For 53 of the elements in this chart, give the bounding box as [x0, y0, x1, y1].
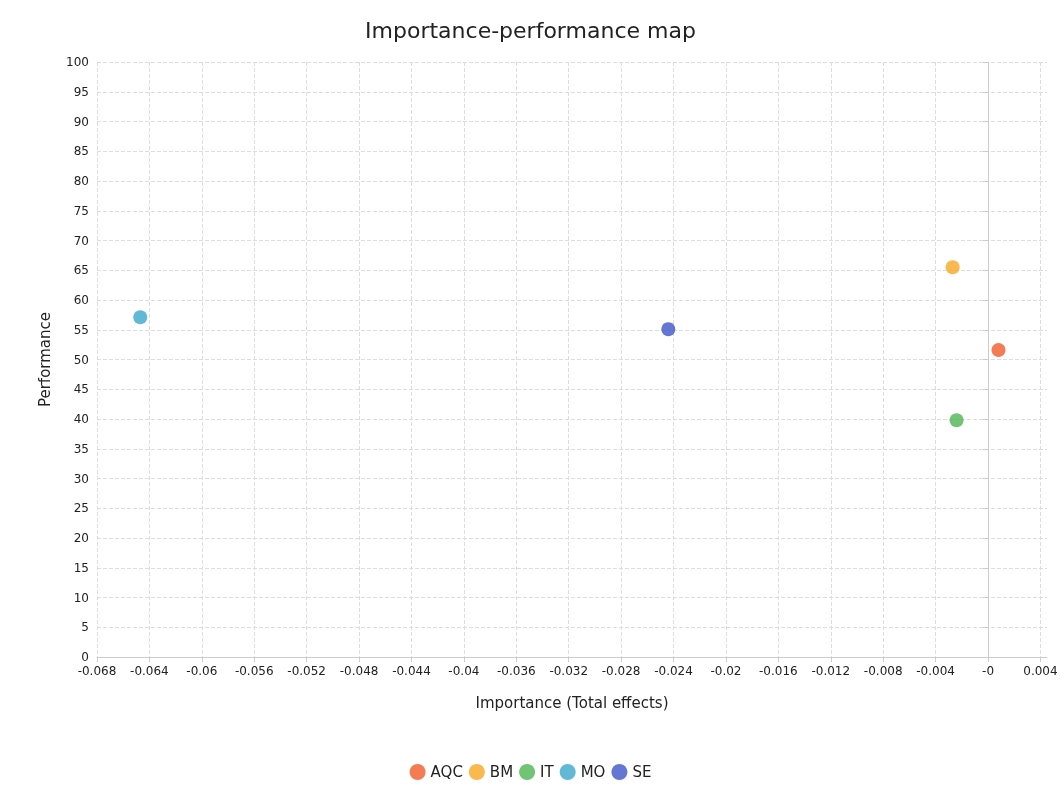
point [133, 310, 148, 325]
legend-label: SE [632, 763, 652, 781]
y-tick-label: 5 [81, 620, 89, 635]
y-tick-label: 50 [73, 352, 89, 367]
chart-title: Importance-performance map [365, 17, 696, 43]
y-tick-label: 70 [73, 233, 89, 248]
y-tick-label: 60 [73, 293, 89, 307]
x-tick-label: -0.032 [549, 664, 589, 678]
point [991, 342, 1006, 357]
y-tick-label: 80 [73, 174, 89, 188]
x-tick-label: -0.044 [392, 664, 431, 678]
y-tick-label: 90 [73, 114, 89, 129]
x-tick-label: -0.064 [130, 664, 169, 678]
x-tick-label: -0.028 [601, 664, 641, 678]
x-tick-label: -0.068 [77, 664, 117, 678]
y-axis-title: Performance [35, 311, 54, 408]
x-tick-label: 0.004 [1023, 664, 1058, 678]
legend-label: BM [489, 763, 514, 781]
y-tick-label: 20 [73, 531, 89, 545]
y-tick-label: 0 [81, 650, 89, 664]
x-tick-label: -0.06 [186, 664, 218, 678]
x-tick-label: -0.036 [496, 664, 536, 678]
y-tick-label: 100 [66, 55, 89, 69]
point [945, 260, 960, 275]
y-tick-label: 25 [73, 501, 89, 516]
y-tick-label: 30 [73, 471, 89, 486]
y-tick-label: 10 [73, 590, 89, 605]
y-tick-label: 65 [73, 263, 89, 278]
y-tick-label: 45 [73, 382, 89, 397]
x-tick-label: -0 [982, 664, 995, 678]
x-tick-label: -0.016 [759, 664, 798, 678]
x-tick-label: -0.02 [710, 664, 742, 678]
x-tick-label: -0.048 [339, 664, 379, 678]
y-tick-label: 15 [73, 560, 89, 575]
x-tick-label: -0.008 [863, 664, 903, 678]
y-tick-label: 75 [73, 203, 89, 218]
x-tick-label: -0.004 [916, 664, 955, 678]
y-tick-label: 35 [73, 441, 89, 456]
legend-label: MO [580, 763, 606, 781]
x-tick-label: -0.012 [811, 664, 851, 678]
legend-label: AQC [430, 763, 463, 781]
legend-label: IT [540, 763, 555, 781]
x-tick-label: -0.024 [654, 664, 693, 678]
x-axis-title: Importance (Total effects) [475, 693, 669, 712]
y-tick-label: 40 [73, 412, 89, 426]
point [661, 322, 676, 337]
y-tick-label: 85 [73, 144, 89, 159]
x-tick-label: -0.056 [234, 664, 274, 678]
point [949, 413, 964, 428]
x-tick-label: -0.04 [448, 664, 480, 678]
y-tick-label: 55 [73, 322, 89, 337]
x-tick-label: -0.052 [287, 664, 326, 678]
y-tick-label: 95 [73, 84, 89, 99]
